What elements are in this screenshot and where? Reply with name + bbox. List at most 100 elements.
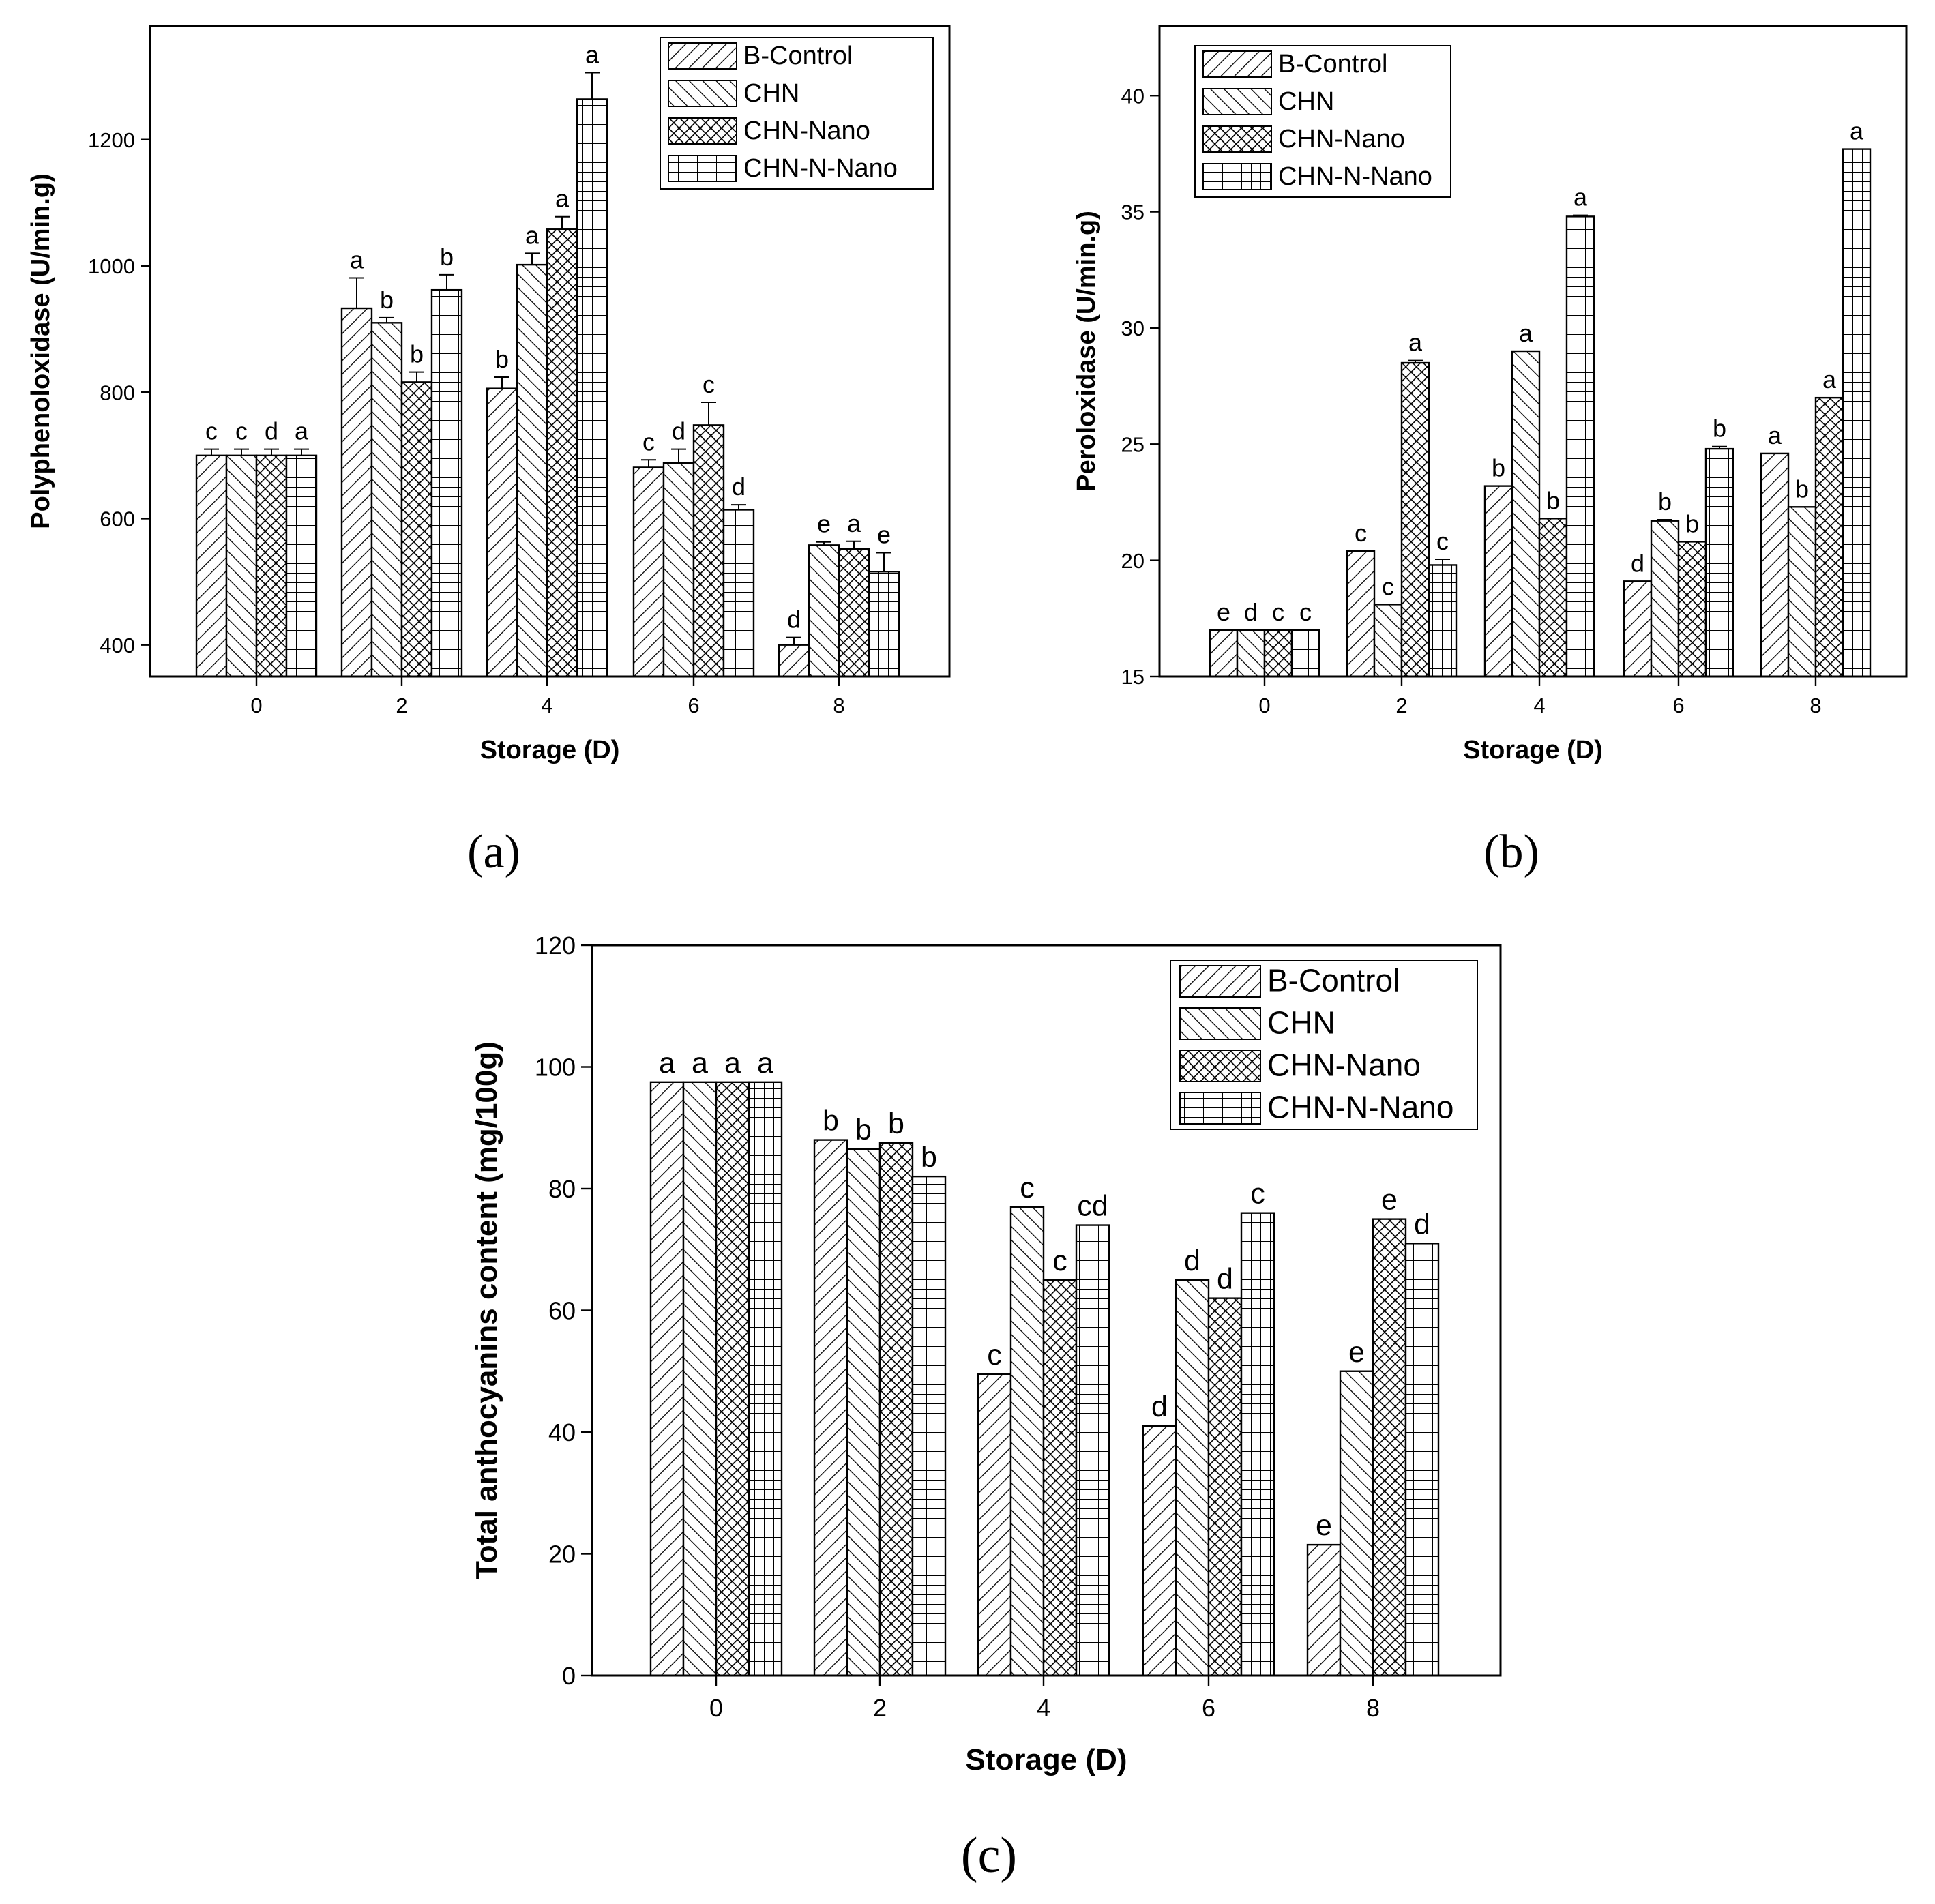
bar: [516, 263, 548, 678]
significance-label: d: [265, 417, 278, 445]
y-axis-title: Total anthocyanins content (mg/100g): [470, 1041, 503, 1579]
bar: [1650, 520, 1680, 678]
bar: [1373, 604, 1403, 678]
bar: [285, 454, 318, 678]
bar: [370, 322, 403, 678]
bar: [195, 454, 228, 678]
significance-label: a: [847, 509, 861, 537]
bar: [1009, 1206, 1045, 1677]
bar: [1842, 148, 1872, 678]
significance-label: c: [1052, 1245, 1067, 1277]
significance-label: d: [732, 473, 745, 501]
bar: [778, 644, 810, 678]
bar: [1623, 580, 1653, 678]
significance-label: b: [888, 1107, 904, 1140]
legend-label: CHN: [1278, 87, 1334, 116]
bar: [1175, 1279, 1210, 1677]
legend-label: CHN-N-Nano: [743, 154, 898, 183]
y-tick-label: 60: [548, 1296, 576, 1324]
legend-label: CHN: [743, 79, 799, 108]
bar: [1339, 1370, 1374, 1677]
panel-label: (c): [961, 1828, 1017, 1884]
bar: [1240, 1212, 1275, 1677]
bar: [1404, 1243, 1440, 1677]
significance-label: e: [1381, 1184, 1398, 1217]
x-tick-label: 0: [1258, 694, 1270, 717]
x-tick-label: 2: [396, 694, 407, 717]
significance-label: e: [877, 520, 891, 548]
y-tick-label: 600: [100, 507, 135, 531]
significance-label: b: [440, 243, 454, 271]
bar: [748, 1081, 783, 1677]
significance-label: e: [1316, 1509, 1332, 1542]
bar: [1075, 1224, 1110, 1677]
significance-label: b: [823, 1105, 839, 1137]
significance-label: c: [987, 1339, 1002, 1371]
bar: [1565, 215, 1595, 678]
bar: [1760, 452, 1790, 678]
x-tick-label: 8: [833, 694, 844, 717]
x-tick-label: 4: [1037, 1694, 1050, 1722]
legend: B-Control CHN CHN-Nano CHN-N-Nano: [1194, 45, 1451, 198]
significance-label: b: [855, 1114, 872, 1146]
significance-label: d: [1151, 1390, 1168, 1423]
significance-label: e: [1217, 598, 1230, 626]
legend-swatch: [1179, 965, 1261, 998]
legend: B-Control CHN CHN-Nano CHN-N-Nano: [1170, 960, 1478, 1130]
bar: [722, 509, 755, 678]
bar: [340, 307, 373, 678]
significance-label: b: [1546, 486, 1560, 514]
bar: [1787, 506, 1817, 678]
y-tick-label: 40: [1121, 84, 1144, 108]
bar: [1400, 361, 1430, 678]
significance-label: d: [1244, 598, 1258, 626]
significance-label: b: [1795, 475, 1809, 503]
y-tick-label: 120: [535, 932, 576, 960]
significance-label: c: [703, 370, 715, 398]
bar: [1306, 1543, 1342, 1677]
y-tick-label: 80: [548, 1175, 576, 1203]
legend-swatch: [668, 42, 737, 70]
y-tick-label: 800: [100, 381, 135, 404]
legend-swatch: [1202, 50, 1272, 78]
significance-label: d: [1184, 1245, 1200, 1277]
significance-label: a: [692, 1047, 708, 1080]
legend-label: CHN-N-Nano: [1278, 162, 1432, 191]
significance-label: cd: [1077, 1190, 1108, 1223]
bar: [632, 466, 665, 678]
bar: [1207, 1297, 1243, 1677]
bar: [486, 387, 518, 678]
legend-swatch: [1179, 1007, 1261, 1040]
significance-label: a: [1822, 366, 1837, 393]
significance-label: c: [235, 417, 248, 445]
significance-label: b: [495, 345, 509, 373]
legend-swatch: [668, 155, 737, 182]
significance-label: b: [1713, 415, 1726, 443]
bar: [911, 1175, 947, 1677]
significance-label: d: [787, 606, 801, 634]
bar: [878, 1142, 914, 1677]
legend-label: CHN: [1267, 1005, 1335, 1041]
significance-label: c: [1299, 598, 1312, 626]
significance-label: a: [350, 246, 364, 274]
y-tick-label: 20: [548, 1540, 576, 1568]
panel-label: (a): [467, 826, 520, 878]
y-tick-label: 1000: [88, 254, 135, 278]
significance-label: d: [1414, 1208, 1430, 1240]
significance-label: a: [525, 221, 540, 249]
bar: [1042, 1279, 1078, 1677]
x-tick-label: 4: [541, 694, 552, 717]
legend-swatch: [1179, 1050, 1261, 1082]
y-tick-label: 40: [548, 1418, 576, 1446]
bar: [838, 548, 870, 678]
bar: [1372, 1218, 1407, 1677]
bar: [1677, 541, 1707, 678]
significance-label: b: [1658, 488, 1672, 516]
bar: [715, 1081, 750, 1677]
x-axis-title: Storage (D): [965, 1743, 1127, 1776]
y-tick-label: 35: [1121, 200, 1144, 224]
